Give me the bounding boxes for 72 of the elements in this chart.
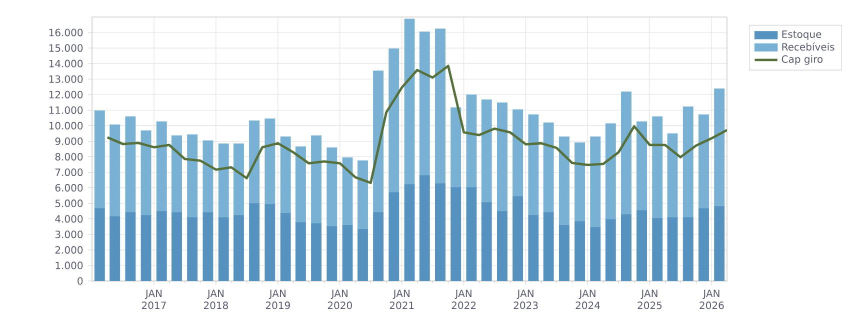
- bar: [295, 146, 306, 223]
- x-tick-label: JAN 2026: [700, 290, 724, 310]
- x-tick-label: JAN 2021: [390, 290, 414, 310]
- y-tick-label: 4.000: [55, 215, 83, 223]
- bar: [558, 136, 570, 226]
- y-tick-label: 14.000: [49, 60, 83, 68]
- x-tick-label: JAN 2023: [514, 290, 538, 310]
- bar: [172, 135, 182, 213]
- y-tick-label: 15.000: [49, 44, 83, 52]
- bar: [280, 136, 291, 214]
- bar: [667, 133, 678, 218]
- legend-label: Estoque: [782, 30, 822, 40]
- x-tick-label: JAN 2025: [638, 290, 662, 310]
- y-tick-label: 9.000: [55, 137, 83, 146]
- x-tick-label: JAN 2018: [204, 290, 228, 310]
- bar: [110, 124, 120, 217]
- bar: [311, 135, 322, 224]
- y-tick-label: 7.000: [55, 168, 83, 176]
- bar: [543, 122, 554, 213]
- y-tick-label: 11.000: [49, 106, 83, 114]
- bar: [419, 32, 430, 176]
- bar: [605, 123, 616, 220]
- bar: [698, 114, 709, 209]
- bar: [373, 70, 384, 213]
- x-tick-label: JAN 2019: [266, 290, 290, 310]
- y-tick-label: 10.000: [49, 122, 83, 130]
- legend-label: Cap giro: [782, 55, 823, 65]
- bar: [590, 136, 601, 228]
- y-tick-label: 0: [78, 277, 83, 285]
- bar: [450, 107, 462, 188]
- bar: [233, 143, 244, 216]
- bar: [342, 157, 353, 226]
- bar: [496, 102, 508, 212]
- legend-label: Recebíveis: [782, 42, 834, 51]
- x-tick-label: JAN 2020: [328, 290, 352, 310]
- bar: [481, 99, 492, 203]
- bar: [388, 48, 400, 193]
- y-tick-label: 12.000: [49, 90, 83, 98]
- bar: [156, 121, 167, 212]
- bar: [187, 134, 198, 218]
- bar: [125, 116, 136, 213]
- bar: [94, 110, 105, 209]
- bar: [652, 116, 663, 219]
- bar: [512, 109, 524, 197]
- bar: [435, 28, 446, 184]
- bar: [714, 88, 725, 207]
- bar: [358, 160, 368, 230]
- bar: [404, 18, 415, 185]
- y-tick-label: 13.000: [49, 75, 83, 83]
- y-tick-label: 16.000: [49, 28, 83, 36]
- bar: [326, 147, 338, 227]
- bar: [466, 94, 477, 188]
- bar: [682, 106, 694, 218]
- bar: [264, 118, 276, 205]
- bar: [636, 121, 648, 211]
- y-tick-label: 1.000: [56, 262, 83, 270]
- y-tick-label: 8.000: [55, 152, 83, 161]
- bar: [140, 130, 152, 216]
- bar: [249, 120, 260, 204]
- bar: [620, 92, 632, 215]
- line-series: [106, 64, 727, 184]
- y-tick-label: 3.000: [55, 230, 83, 238]
- bar: [202, 140, 214, 213]
- y-tick-label: 6.000: [55, 184, 83, 192]
- y-tick-label: 5.000: [55, 200, 83, 208]
- bar: [528, 114, 539, 216]
- x-tick-label: JAN 2024: [576, 290, 600, 310]
- x-tick-label: JAN 2022: [452, 290, 476, 310]
- y-tick-label: 2.000: [55, 246, 83, 254]
- x-tick-label: JAN 2017: [142, 290, 166, 310]
- bar: [218, 143, 229, 218]
- bar: [574, 142, 586, 222]
